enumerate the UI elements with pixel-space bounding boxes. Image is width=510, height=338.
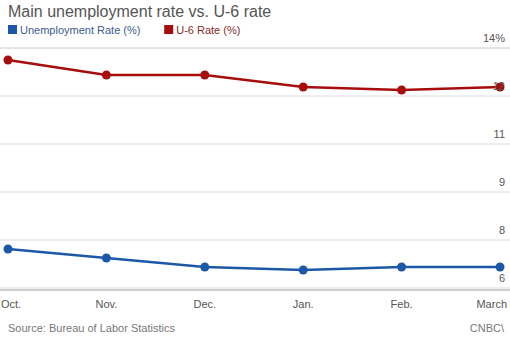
series-marker [200,71,209,80]
x-tick-label: March [476,298,507,310]
chart: Main unemployment rate vs. U-6 rate Unemp… [0,0,510,338]
source: Source: Bureau of Labor Statistics [8,322,175,334]
y-tick-label: 12 [493,80,505,92]
x-tick-label: Jan. [293,298,314,310]
x-tick-label: Oct. [1,298,21,310]
legend-label: U-6 Rate (%) [176,24,240,36]
x-tick-label: Dec. [193,298,216,310]
y-tick-label: 11 [494,128,505,140]
grid-line [0,48,510,49]
series-marker [4,245,13,254]
y-tick-label: 14% [483,32,505,44]
grid-line [0,144,510,145]
legend-label: Unemployment Rate (%) [20,24,140,36]
grid-line [0,240,510,241]
grid-line [0,288,510,289]
y-tick-label: 8 [499,224,505,236]
legend-swatch [8,25,17,34]
series-marker [102,71,111,80]
background [0,0,510,338]
x-tick-label: Nov. [95,298,117,310]
series-marker [200,263,209,272]
y-tick-label: 6 [499,272,505,284]
x-tick-label: Feb. [391,298,413,310]
range-line [0,48,510,49]
series-line [8,60,500,90]
series-line [8,249,500,270]
series-marker [397,86,406,95]
series-marker [299,83,308,92]
grid-line [0,192,510,193]
y-tick-labels: 6 8 9 11 12 14% [483,32,505,284]
series-marker [397,263,406,272]
grid [0,48,510,288]
series-marker [4,56,13,65]
x-axis-line [0,290,510,291]
series-marker [299,266,308,275]
credit: CNBC\ [470,322,505,334]
series-marker [496,263,505,272]
grid-line [0,96,510,97]
x-tick-labels: Oct. Nov. Dec. Jan. Feb. March [1,298,507,310]
y-tick-label: 9 [499,176,505,188]
legend-swatch [164,25,173,34]
data-layer [4,56,505,275]
title: Main unemployment rate vs. U-6 rate [8,3,271,20]
series-marker [102,254,111,263]
